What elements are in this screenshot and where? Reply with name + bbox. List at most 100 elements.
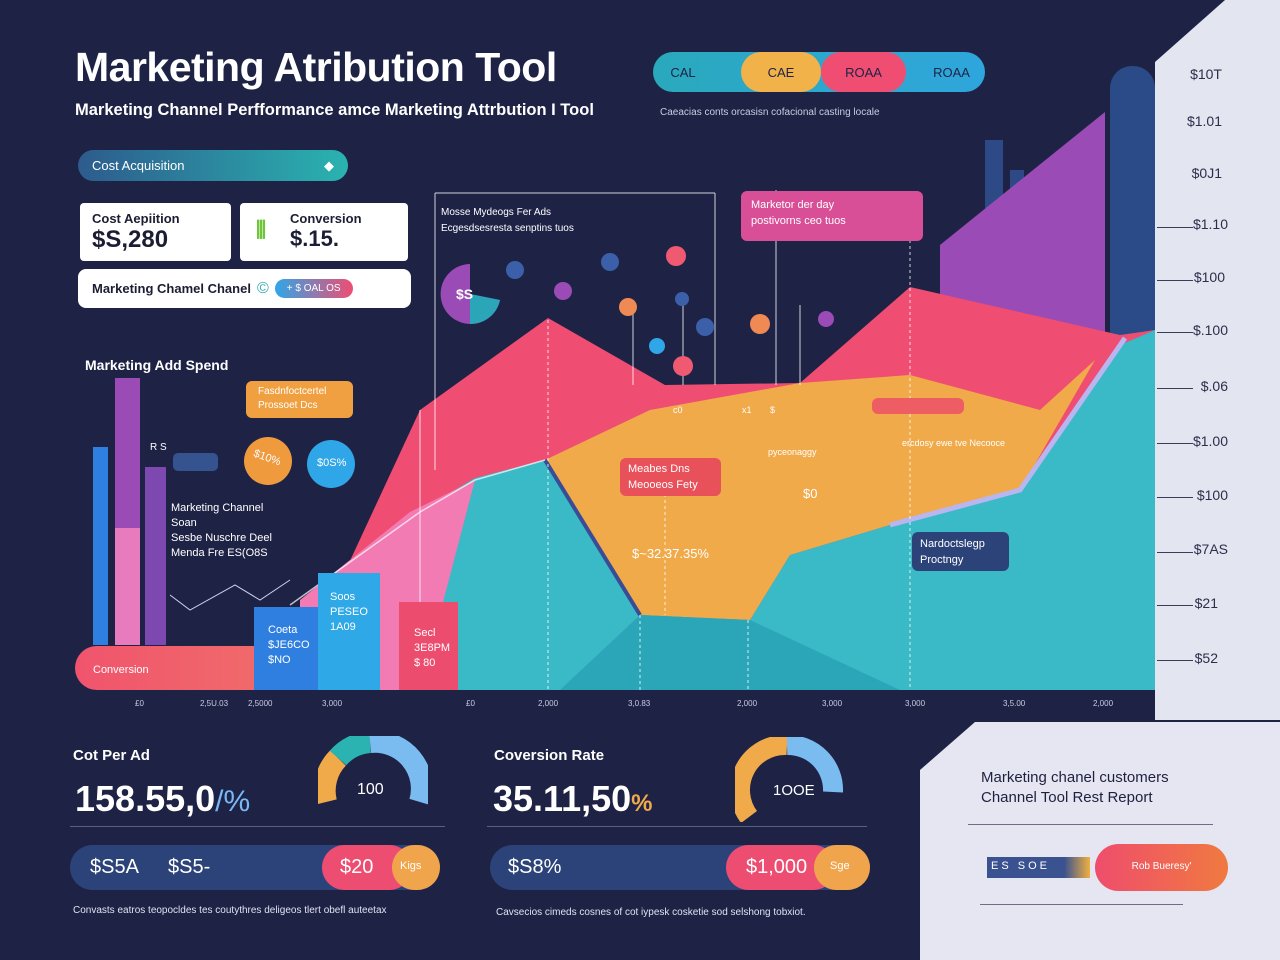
x-tick: 3,000 [905, 699, 926, 708]
cost-per-ad-label: Cot Per Ad [73, 747, 150, 764]
pink-annotation: Marketor der day postivorns ceo tuos [741, 191, 923, 241]
channel-text-line: Menda Fre ES(O8S [171, 547, 268, 559]
slider-marker[interactable] [872, 398, 964, 414]
divider [487, 826, 867, 827]
cost-per-ad-bar: $S5A $S5- $20 Kigs [70, 845, 440, 890]
axis-label: $10T [1190, 66, 1222, 82]
ridge-line [289, 459, 546, 606]
page-subtitle: Marketing Channel Perfformance amce Mark… [75, 101, 594, 119]
bubbles [244, 246, 834, 488]
orange-area [545, 360, 1095, 620]
bubble [673, 356, 693, 376]
x-tick: 2,000 [737, 699, 758, 708]
bar-label: 3E8PM [414, 642, 451, 654]
x-tick: 3,5.00 [1003, 699, 1026, 708]
axis-label: $100 [1193, 269, 1225, 285]
value-suffix: /% [215, 785, 251, 818]
x-tick: 2,000 [538, 699, 559, 708]
value-number: 35.11,50 [493, 778, 632, 819]
channel-text-line: Marketing Channel [171, 502, 264, 514]
bar-value: $S5A [90, 856, 139, 878]
annotation-line: Fasdnfoctcertel [258, 386, 327, 397]
value-label: $0 [803, 486, 818, 501]
bubble [601, 253, 619, 271]
axis-label: $100 [1196, 487, 1228, 503]
pill-cal[interactable]: CAL [670, 64, 696, 80]
axis-label: $7AS [1193, 541, 1228, 557]
bar-label: Coeta [268, 624, 298, 636]
bubble [506, 261, 524, 279]
report-panel [920, 722, 1280, 960]
conversion-rate-label: Coversion Rate [494, 747, 605, 764]
ad-spend-title: Marketing Add Spend [85, 357, 229, 373]
conversion-rate-value: 35.11,50% [493, 778, 653, 820]
ridge-note: ercdosy ewe tve Necooce [902, 438, 1006, 448]
teal-area [290, 330, 1155, 690]
point-label: c0 [673, 405, 683, 415]
arrow-note: pyceonaggy [768, 447, 817, 457]
pill-roaa-2[interactable]: ROAA [933, 64, 970, 80]
ad-spend-side-label: R S [150, 442, 167, 453]
cost-per-ad-gauge [318, 736, 428, 805]
x-tick: 2,5U.03 [200, 699, 229, 708]
bubble [307, 440, 355, 488]
bubble [244, 437, 292, 485]
x-tick: £0 [135, 699, 144, 708]
annotation-line: Ecgesdsesresta senptins tuos [441, 223, 574, 234]
pill-cae[interactable]: CAE [741, 52, 821, 92]
annotation-line: Prossoet Dcs [258, 400, 318, 411]
bar-end[interactable]: Kigs [392, 845, 440, 890]
pie-slice [470, 294, 500, 325]
percent-label: $~32.37.35% [632, 546, 709, 561]
bubble [750, 314, 770, 334]
channel-badge: + $ OAL OS [274, 279, 353, 298]
orange-annotation: Fasdnfoctcertel Prossoet Dcs [246, 381, 353, 418]
bubble [619, 298, 637, 316]
axis-label: $1.00 [1192, 433, 1228, 449]
bar-label: Soos [330, 591, 356, 603]
bar-value: $S5- [168, 856, 211, 878]
info-annotation: Mosse Mydeogs Fer Ads Ecgesdsesresta senp… [441, 205, 574, 237]
bar-highlight[interactable]: $1,000 [726, 845, 836, 890]
report-title: Marketing chanel customers Channel Tool … [981, 769, 1169, 806]
bubble [666, 246, 686, 266]
cost-acquisition-card: Cost Aepiition $S,280 [80, 203, 231, 261]
filter-label: Cost Acquisition [92, 158, 185, 173]
annotation-line: Meabes Dns [628, 463, 690, 475]
legend-chip [173, 453, 218, 471]
annotation-line: postivorns ceo tuos [751, 215, 846, 227]
channel-text: Marketing Channel Soan Sesbe Nuschre Dee… [171, 501, 272, 561]
pill-roaa[interactable]: ROAA [821, 52, 906, 92]
metric-pills: CAL CAE ROAA ROAA [653, 52, 985, 92]
gauge-value: 100 [357, 781, 384, 798]
cost-per-ad-value: 158.55,0/% [75, 778, 250, 820]
cyan-bar: Soos PESEO 1A09 [318, 573, 380, 690]
bubble [554, 282, 572, 300]
bar-label: $NO [268, 654, 291, 666]
annotation-line: Meooeos Fety [628, 479, 698, 491]
navy-annotation: Nardoctslegp Proctngy [912, 532, 1009, 571]
annotation-line: Proctngy [920, 554, 964, 566]
axis-label: $0J1 [1191, 165, 1222, 181]
conversion-rate-bar: $S8% $1,000 Sge [490, 845, 870, 890]
spend-bar [93, 447, 108, 645]
marketing-channel-row[interactable]: Marketing Chamel Chanel © + $ OAL OS [78, 269, 411, 308]
conversion-card: ⫴ Conversion $.15. [240, 203, 408, 261]
card-label: Cost Aepiition [92, 211, 180, 226]
report-button[interactable]: Rob Bueresy' [1095, 844, 1228, 891]
channel-label: Marketing Chamel Chanel [92, 281, 251, 296]
bar-label: $ 80 [414, 657, 436, 669]
conversion-rate-note: Cavsecios cimeds cosnes of cot iypesk co… [496, 907, 806, 918]
ridge-line [543, 458, 642, 617]
axis-label: $.100 [1192, 322, 1228, 338]
spend-bar [115, 378, 140, 528]
cost-acquisition-filter[interactable]: Cost Acquisition ◆ [78, 150, 348, 181]
blue-bubble-label: $0S% [317, 457, 347, 469]
card-value: $.15. [290, 226, 339, 251]
annotation-line: Nardoctslegp [920, 538, 985, 550]
x-tick: 2,000 [1093, 699, 1114, 708]
annotation-line: Marketor der day [751, 199, 835, 211]
right-axis-panel [1155, 0, 1280, 720]
bar-end[interactable]: Sge [814, 845, 870, 890]
